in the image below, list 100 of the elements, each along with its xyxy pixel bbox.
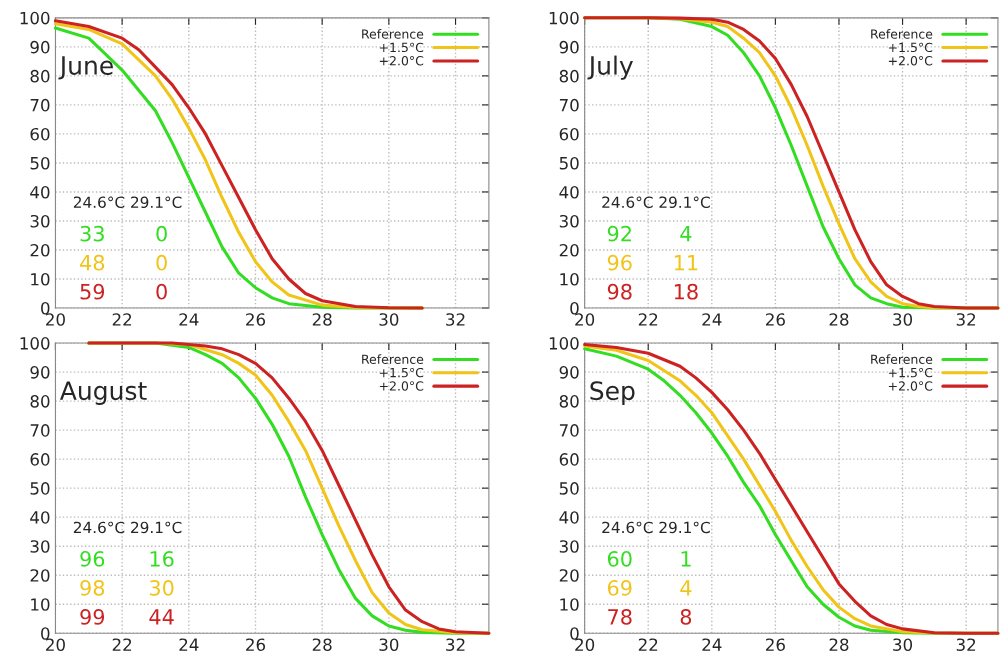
y-tick-label: 90 [559, 40, 579, 54]
y-tick-label: 40 [30, 511, 50, 524]
legend-label: Reference [871, 354, 933, 364]
y-tick-label: 30 [559, 540, 579, 553]
y-tick-label: 100 [20, 337, 50, 350]
y-tick-label: 80 [30, 69, 50, 83]
annotation: 4 [680, 226, 692, 242]
annotation: 92 [607, 225, 631, 242]
x-tick-label: 22 [638, 313, 658, 326]
y-tick-label: 40 [30, 185, 50, 199]
x-tick-label: 24 [179, 638, 199, 651]
y-tick-label: 10 [560, 272, 579, 286]
annotation: 60 [607, 550, 632, 567]
x-tick-label: 24 [702, 313, 722, 326]
text: Sep [590, 381, 635, 405]
x-tick-label: 32 [956, 638, 976, 651]
x-tick-label: 24 [179, 313, 199, 326]
annotation: 0 [156, 225, 167, 242]
legend-label: +2.0°C [379, 56, 424, 66]
y-tick-label: 50 [30, 156, 50, 170]
legend-label: +2.0°C [379, 381, 424, 391]
annotation: 33 [80, 225, 104, 242]
x-tick-label: 22 [112, 313, 132, 326]
y-tick-label: 90 [559, 366, 579, 379]
x-tick-label: 28 [829, 638, 849, 651]
y-tick-label: 70 [30, 424, 50, 437]
annotation: 24.6°C 29.1°C [602, 521, 710, 534]
y-tick-label: 100 [549, 11, 579, 25]
x-tick-label: 32 [446, 313, 465, 326]
x-tick-label: 28 [312, 638, 332, 651]
x-tick-label: 30 [379, 638, 399, 651]
y-tick-label: 20 [30, 569, 50, 582]
annotation: 96 [607, 254, 632, 271]
text: August [59, 381, 147, 405]
y-tick-label: 0 [570, 627, 579, 640]
y-tick-label: 60 [559, 453, 579, 466]
x-tick-label: 26 [246, 313, 266, 326]
y-tick-label: 0 [570, 301, 579, 315]
legend-label: Reference [362, 29, 424, 39]
y-tick-label: 20 [559, 243, 579, 257]
y-tick-label: 60 [559, 127, 579, 141]
legend-label: +1.5°C [888, 367, 933, 378]
legend-label: Reference [362, 354, 424, 364]
y-tick-label: 0 [41, 301, 50, 315]
y-tick-label: 30 [559, 214, 579, 228]
y-tick-label: 100 [549, 337, 579, 350]
y-tick-label: 40 [559, 185, 579, 199]
y-tick-label: 10 [560, 598, 579, 611]
annotation: 59 [80, 283, 105, 300]
y-tick-label: 10 [31, 598, 50, 611]
x-tick-label: 24 [702, 638, 722, 651]
x-tick-label: 30 [379, 313, 399, 326]
annotation: 24.6°C 29.1°C [73, 521, 182, 534]
legend-label: +1.5°C [379, 367, 424, 378]
y-tick-label: 70 [30, 98, 50, 112]
legend-label: +2.0°C [888, 56, 933, 66]
annotation: 96 [80, 550, 105, 567]
y-tick-label: 70 [559, 424, 579, 437]
x-tick-label: 26 [766, 313, 785, 326]
annotation: 24.6°C 29.1°C [73, 196, 182, 208]
y-tick-label: 50 [559, 156, 579, 170]
annotation: 8 [680, 609, 692, 625]
legend-label: +1.5°C [888, 42, 933, 53]
x-tick-label: 32 [956, 313, 976, 326]
y-tick-label: 80 [559, 69, 579, 83]
y-tick-label: 100 [20, 11, 50, 25]
y-tick-label: 40 [559, 511, 579, 524]
y-tick-label: 80 [30, 395, 50, 408]
annotation: 18 [674, 283, 698, 300]
annotation: 30 [149, 580, 174, 596]
annotation: 0 [156, 254, 167, 271]
text: June [58, 56, 113, 80]
x-tick-label: 32 [446, 638, 465, 651]
x-tick-label: 26 [246, 638, 266, 651]
y-tick-label: 50 [559, 482, 579, 495]
y-tick-label: 80 [559, 395, 579, 408]
annotation: 69 [607, 580, 632, 596]
annotation: 98 [80, 580, 105, 596]
y-tick-label: 0 [41, 627, 50, 640]
x-tick-label: 30 [893, 313, 913, 326]
annotation: 11 [674, 255, 698, 271]
legend-label: +2.0°C [888, 381, 933, 391]
y-tick-label: 60 [30, 453, 50, 466]
annotation: 78 [608, 609, 632, 625]
x-tick-label: 30 [893, 638, 913, 651]
y-tick-label: 50 [30, 482, 50, 495]
annotation: 99 [80, 609, 105, 625]
annotation: 44 [149, 609, 174, 625]
x-tick-label: 22 [638, 638, 658, 651]
annotation: 16 [150, 550, 174, 567]
annotation: 48 [80, 254, 105, 271]
annotation: 98 [607, 283, 632, 300]
annotation: 24.6°C 29.1°C [602, 196, 710, 208]
x-tick-label: 28 [312, 313, 332, 326]
x-tick-label: 28 [829, 313, 849, 326]
legend-label: Reference [871, 29, 933, 39]
y-tick-label: 90 [30, 40, 50, 54]
annotation: 0 [156, 283, 167, 300]
annotation: 1 [681, 551, 691, 567]
y-tick-label: 20 [559, 569, 579, 582]
